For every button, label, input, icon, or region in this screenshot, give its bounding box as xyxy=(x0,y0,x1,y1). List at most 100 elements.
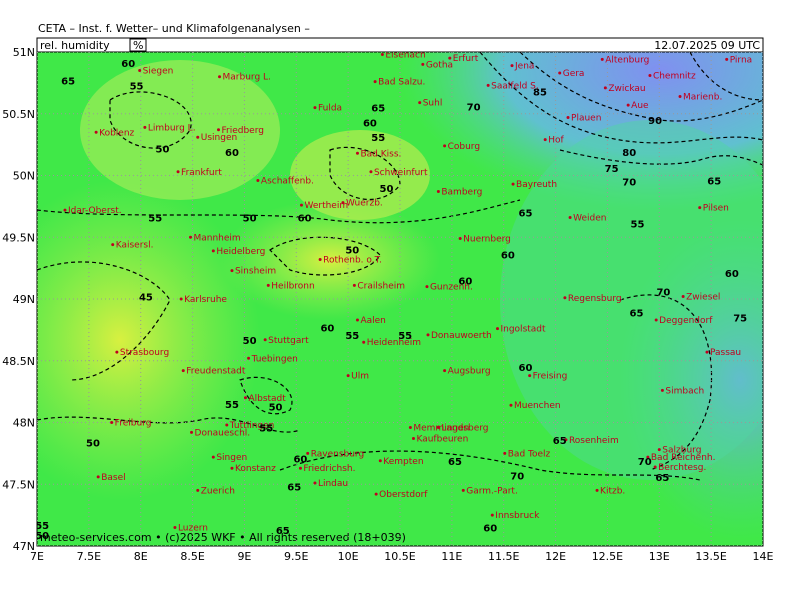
city-dot xyxy=(313,481,317,485)
city-label: Heilbronn xyxy=(271,281,314,291)
city-dot xyxy=(355,151,359,155)
city-dot xyxy=(110,421,114,424)
city-label: Ingolstadt xyxy=(500,325,546,335)
city-dot xyxy=(299,203,303,207)
city-dot xyxy=(306,451,310,455)
city-dot xyxy=(362,340,366,344)
city-dot xyxy=(298,466,302,470)
contour-label: 55 xyxy=(130,81,144,92)
city-dot xyxy=(725,57,729,61)
city-label: Friedrichsh. xyxy=(303,464,355,474)
city-label: Muenchen xyxy=(514,401,561,411)
city-label: Basel xyxy=(101,473,125,483)
contour-label: 55 xyxy=(35,521,49,532)
city-dot xyxy=(355,318,359,322)
parameter: rel. humidity xyxy=(40,39,110,52)
contour-label: 50 xyxy=(243,213,257,224)
contour-label: 60 xyxy=(519,363,533,374)
city-label: Erfurt xyxy=(453,54,479,64)
city-label: Pirna xyxy=(730,55,753,65)
city-dot xyxy=(448,56,452,60)
city-dot xyxy=(503,451,507,455)
city-label: Marburg L. xyxy=(223,73,271,83)
contour-label: 55 xyxy=(371,133,385,144)
city-label: Wuerzb. xyxy=(346,199,383,209)
city-dot xyxy=(188,235,192,239)
city-dot xyxy=(436,425,440,429)
city-label: Donauwoerth xyxy=(431,331,492,341)
city-label: Mannheim xyxy=(193,233,240,243)
city-dot xyxy=(657,448,661,452)
city-label: Pilsen xyxy=(703,204,729,214)
contour-label: 75 xyxy=(733,314,747,325)
city-dot xyxy=(266,283,270,287)
city-label: Kempten xyxy=(383,457,423,467)
city-dot xyxy=(654,318,658,322)
contour-label: 55 xyxy=(345,331,359,342)
city-label: Gunzenh. xyxy=(430,283,473,293)
x-tick-label: 9E xyxy=(237,550,251,563)
y-tick-label: 51N xyxy=(13,46,35,59)
city-label: Albstadt xyxy=(248,394,286,404)
city-dot xyxy=(510,64,514,68)
city-label: Bad Kiss. xyxy=(360,149,401,159)
contour-label: 50 xyxy=(345,246,359,257)
x-tick-label: 7E xyxy=(30,550,44,563)
city-dot xyxy=(600,57,604,61)
city-label: Zuerich xyxy=(201,486,235,496)
city-dot xyxy=(603,86,607,90)
city-label: Siegen xyxy=(143,67,174,77)
city-label: Gotha xyxy=(426,60,453,70)
city-dot xyxy=(218,75,222,79)
x-tick-label: 7.5E xyxy=(77,550,101,563)
contour-label: 75 xyxy=(605,164,619,175)
city-label: Usingen xyxy=(201,133,237,143)
city-dot xyxy=(369,170,373,174)
city-label: Donaueschl. xyxy=(195,428,251,438)
contour-label: 60 xyxy=(501,251,515,262)
y-tick-label: 48N xyxy=(13,417,35,430)
city-label: Plauen xyxy=(571,113,601,123)
city-dot xyxy=(486,83,490,87)
city-dot xyxy=(698,206,702,210)
field xyxy=(37,52,763,546)
city-dot xyxy=(341,201,345,205)
city-dot xyxy=(181,369,185,373)
city-label: Kaufbeuren xyxy=(416,435,468,445)
city-dot xyxy=(243,396,247,400)
contour-label: 50 xyxy=(269,402,283,413)
city-label: Idar-Oberst. xyxy=(68,206,122,216)
valid-time: 12.07.2025 09 UTC xyxy=(654,39,760,52)
city-dot xyxy=(263,338,267,342)
city-dot xyxy=(256,178,260,182)
city-label: Heidenheim xyxy=(367,338,421,348)
x-tick-label: 8E xyxy=(134,550,148,563)
contour-label: 65 xyxy=(630,309,644,320)
city-dot xyxy=(196,488,200,492)
city-label: Ravensburg xyxy=(311,449,365,459)
city-dot xyxy=(705,350,709,354)
city-dot xyxy=(352,283,356,287)
city-dot xyxy=(425,285,429,289)
city-dot xyxy=(176,170,180,174)
city-dot xyxy=(443,369,447,373)
city-dot xyxy=(495,327,499,331)
city-label: Singen xyxy=(216,453,247,463)
city-dot xyxy=(173,525,177,529)
city-dot xyxy=(558,71,562,75)
contour-label: 50 xyxy=(243,336,257,347)
x-tick-label: 10.5E xyxy=(384,550,415,563)
city-dot xyxy=(436,190,440,194)
city-dot xyxy=(217,128,220,132)
city-dot xyxy=(196,135,200,139)
city-label: Bamberg xyxy=(441,188,482,198)
city-dot xyxy=(660,388,664,392)
city-label: Schweinfurt xyxy=(374,168,428,178)
city-label: Marienb. xyxy=(683,92,722,102)
city-dot xyxy=(681,295,685,299)
city-dot xyxy=(509,403,513,407)
contour-label: 85 xyxy=(533,88,547,99)
x-tick-label: 11.5E xyxy=(488,550,519,563)
city-label: Simbach xyxy=(665,386,704,396)
city-label: Salzburg xyxy=(662,446,701,456)
